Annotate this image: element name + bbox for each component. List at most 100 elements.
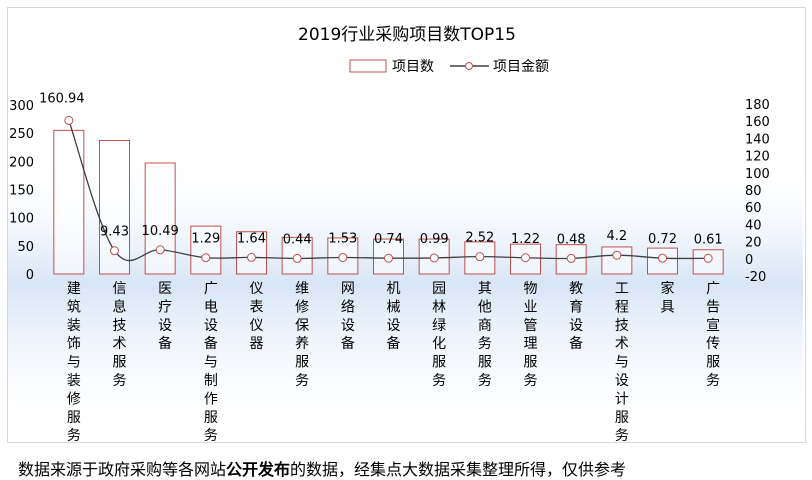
left-tick-label: 250 bbox=[9, 127, 34, 142]
category-label-char: 备 bbox=[158, 335, 172, 352]
category-label-char: 备 bbox=[204, 335, 218, 352]
category-label-char: 设 bbox=[615, 373, 629, 389]
category-label-char: 理 bbox=[524, 336, 538, 352]
bar bbox=[190, 225, 222, 275]
category-label-char: 物 bbox=[524, 281, 538, 297]
footnote-text: 数据来源于政府采购等各网站 bbox=[18, 460, 227, 479]
left-tick-label: 50 bbox=[17, 240, 34, 255]
right-tick-label: 40 bbox=[745, 218, 762, 233]
category-label-char: 建 bbox=[67, 281, 81, 297]
line-point bbox=[110, 246, 119, 256]
category-label-char: 制 bbox=[204, 373, 218, 389]
legend-bar-label: 项目数 bbox=[392, 59, 434, 75]
line-point bbox=[384, 253, 393, 263]
data-label: 0.99 bbox=[420, 232, 449, 247]
line-point bbox=[155, 245, 165, 255]
right-tick-label: 100 bbox=[745, 167, 770, 182]
line-point bbox=[292, 253, 302, 263]
category-label: 家具 bbox=[661, 280, 675, 315]
category-label-char: 业 bbox=[524, 299, 538, 315]
category-label-char: 广 bbox=[706, 281, 720, 297]
category-label-char: 服 bbox=[204, 410, 218, 426]
category-label-char: 商 bbox=[478, 318, 492, 334]
right-tick-label: 0 bbox=[745, 253, 753, 268]
category-label-char: 备 bbox=[341, 335, 355, 352]
category-label-char: 务 bbox=[204, 428, 218, 441]
category-label-char: 设 bbox=[158, 318, 172, 334]
category-label-char: 备 bbox=[387, 335, 401, 352]
line-point bbox=[521, 253, 530, 263]
category-label-char: 技 bbox=[113, 318, 127, 334]
category-label-char: 装 bbox=[67, 373, 81, 389]
category-label-char: 传 bbox=[706, 336, 720, 352]
chart-title: 2019行业采购项目数TOP15 bbox=[298, 25, 516, 45]
category-label-char: 宣 bbox=[706, 318, 720, 334]
data-label: 10.49 bbox=[142, 224, 179, 239]
data-label: 0.44 bbox=[283, 232, 312, 247]
data-label: 4.2 bbox=[606, 229, 627, 244]
category-label-char: 饰 bbox=[67, 336, 81, 352]
category-label-char: 电 bbox=[204, 299, 218, 315]
line-point bbox=[64, 115, 74, 125]
data-label: 2.52 bbox=[465, 231, 494, 246]
data-label: 0.74 bbox=[374, 232, 403, 247]
line-point bbox=[566, 253, 576, 263]
category-label-char: 网 bbox=[341, 281, 355, 297]
data-label: 1.29 bbox=[191, 232, 220, 247]
line-point bbox=[201, 253, 211, 263]
legend: 项目数 项目金额 bbox=[349, 59, 549, 75]
data-label: 1.64 bbox=[237, 231, 266, 246]
category-label-char: 机 bbox=[387, 281, 401, 297]
bar bbox=[144, 162, 176, 275]
background-band bbox=[8, 157, 803, 440]
category-label-char: 设 bbox=[341, 318, 355, 334]
category-label-char: 设 bbox=[204, 318, 218, 334]
data-label: 160.94 bbox=[39, 91, 85, 106]
category-label-char: 设 bbox=[569, 318, 583, 334]
line-point bbox=[247, 252, 256, 262]
category-label-char: 与 bbox=[204, 355, 218, 371]
combo-chart: 2019行业采购项目数TOP15 项目数 项目金额 05010015020025… bbox=[8, 25, 803, 441]
bar bbox=[555, 244, 587, 275]
category-label-char: 作 bbox=[204, 391, 218, 407]
category-label-char: 器 bbox=[250, 336, 264, 352]
category-label-char: 装 bbox=[67, 318, 81, 334]
data-label: 1.22 bbox=[511, 232, 540, 247]
category-label-char: 服 bbox=[295, 355, 309, 371]
data-label: 0.48 bbox=[557, 232, 586, 247]
category-label-char: 与 bbox=[67, 355, 81, 371]
line-point bbox=[658, 253, 667, 263]
category-label-char: 管 bbox=[524, 318, 538, 334]
category-label-char: 服 bbox=[524, 355, 538, 371]
category-label-char: 育 bbox=[569, 299, 583, 315]
data-label: 9.43 bbox=[100, 225, 129, 240]
category-label-char: 保 bbox=[295, 318, 309, 334]
category-label-char: 医 bbox=[158, 281, 172, 297]
category-label-char: 信 bbox=[113, 281, 127, 297]
category-label-char: 林 bbox=[432, 299, 446, 315]
category-label-char: 备 bbox=[569, 335, 583, 352]
category-label-char: 务 bbox=[67, 428, 81, 441]
left-tick-label: 300 bbox=[9, 99, 34, 114]
category-label-char: 表 bbox=[250, 299, 264, 315]
category-label-char: 络 bbox=[341, 299, 355, 315]
right-tick-label: 180 bbox=[745, 98, 770, 113]
line-point bbox=[475, 252, 485, 262]
line-point bbox=[338, 252, 348, 262]
category-label-char: 修 bbox=[67, 391, 81, 407]
category-label-char: 家 bbox=[661, 280, 675, 297]
category-label-char: 务 bbox=[113, 373, 127, 389]
category-label-char: 他 bbox=[478, 299, 492, 315]
category-label-char: 程 bbox=[615, 299, 629, 315]
